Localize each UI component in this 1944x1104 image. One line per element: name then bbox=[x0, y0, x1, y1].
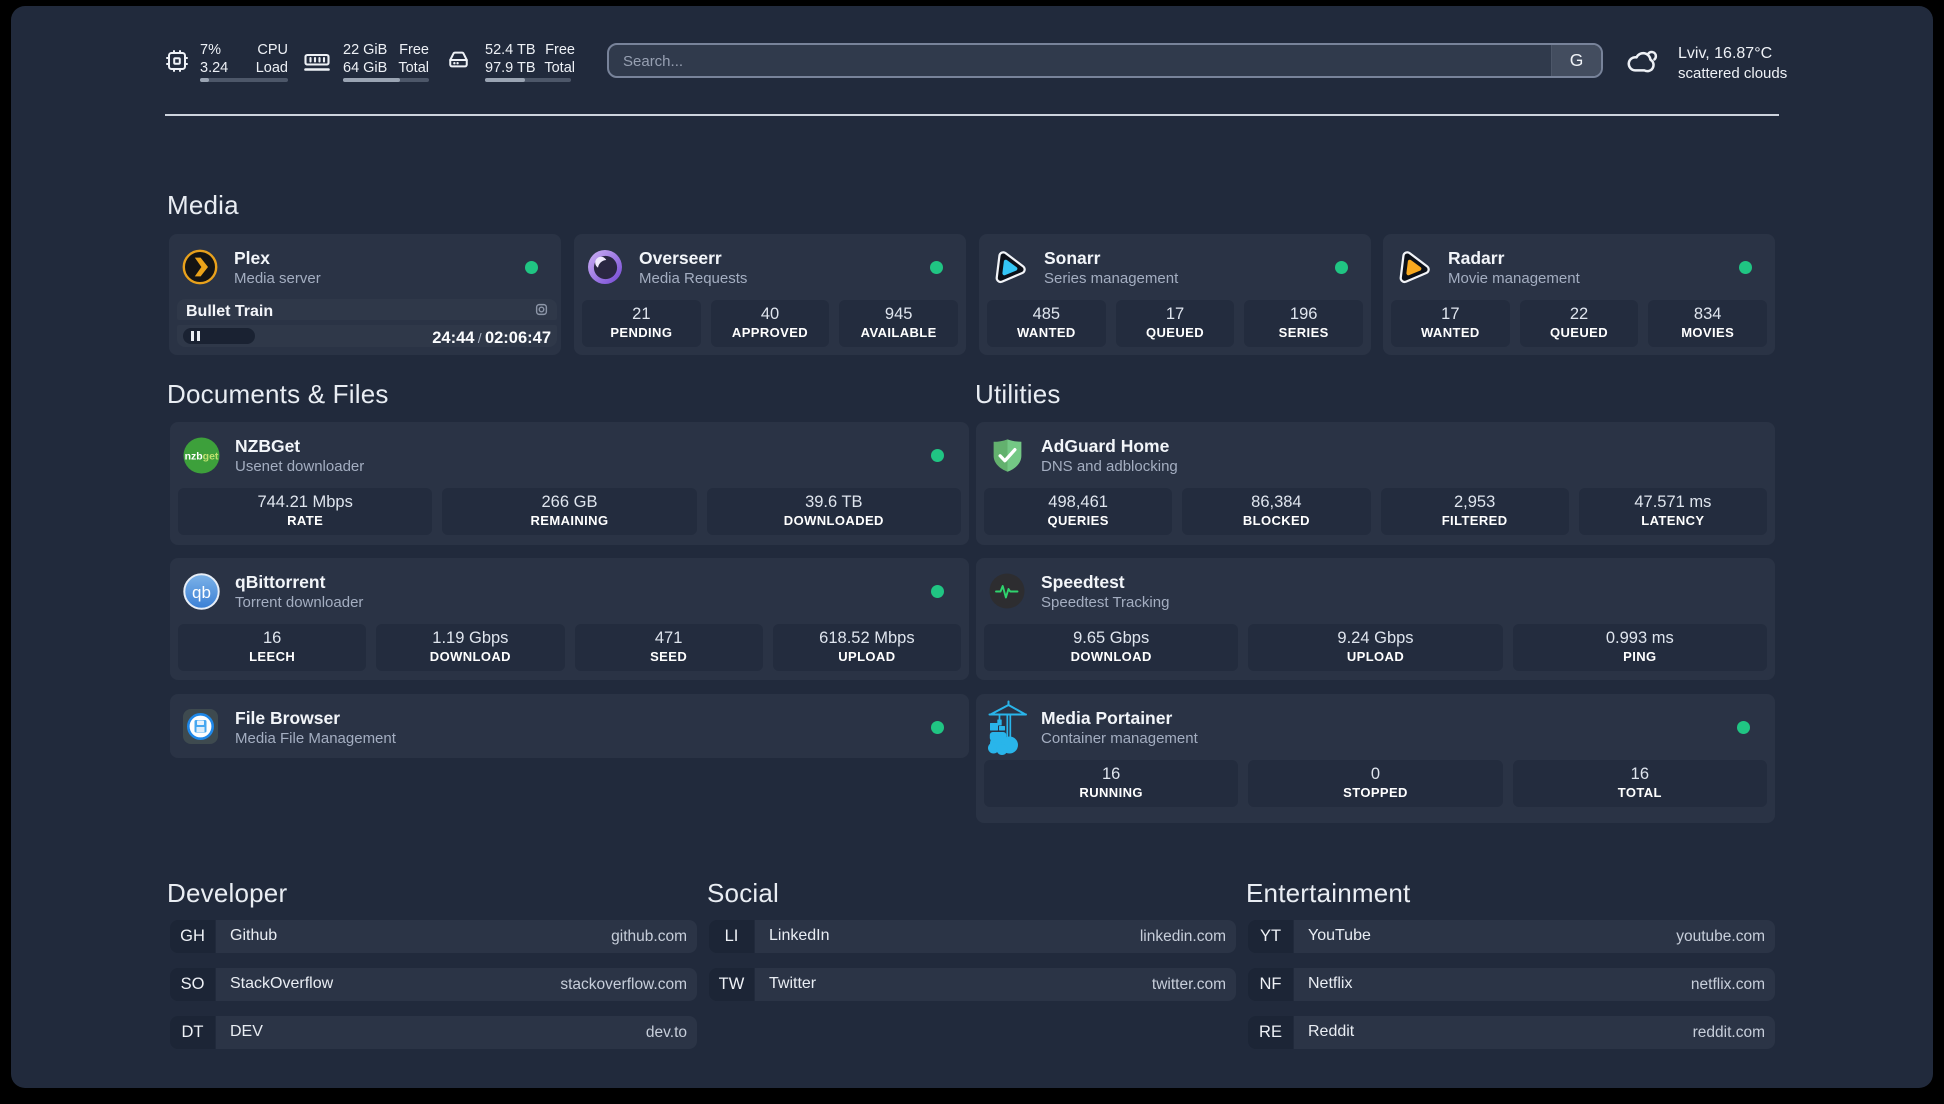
svg-text:nzbget: nzbget bbox=[185, 451, 219, 463]
svg-text:qb: qb bbox=[192, 583, 211, 602]
